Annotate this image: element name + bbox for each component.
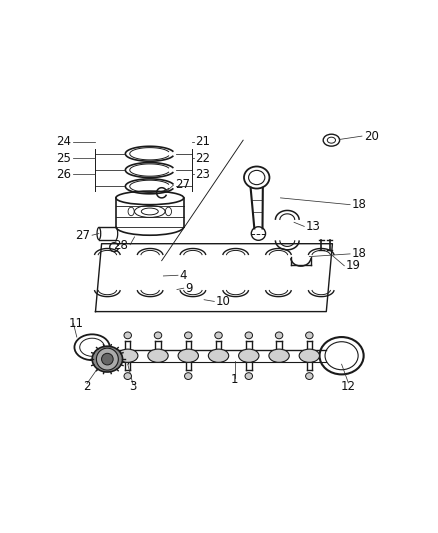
Ellipse shape bbox=[269, 349, 289, 362]
Ellipse shape bbox=[117, 349, 138, 362]
Text: 13: 13 bbox=[306, 220, 321, 233]
Ellipse shape bbox=[215, 332, 222, 339]
Text: 27: 27 bbox=[175, 179, 190, 191]
Text: 9: 9 bbox=[185, 281, 193, 295]
Text: 10: 10 bbox=[216, 295, 231, 308]
Ellipse shape bbox=[184, 332, 192, 339]
Text: 11: 11 bbox=[68, 317, 83, 330]
Text: 24: 24 bbox=[56, 135, 71, 148]
Ellipse shape bbox=[148, 349, 168, 362]
Text: 2: 2 bbox=[83, 380, 91, 393]
Ellipse shape bbox=[124, 332, 131, 339]
Ellipse shape bbox=[245, 332, 253, 339]
Text: 23: 23 bbox=[196, 168, 211, 181]
Ellipse shape bbox=[184, 373, 192, 379]
Text: 27: 27 bbox=[75, 229, 90, 242]
Text: 21: 21 bbox=[196, 135, 211, 148]
Ellipse shape bbox=[96, 348, 118, 370]
Text: 12: 12 bbox=[341, 380, 356, 393]
Ellipse shape bbox=[154, 332, 162, 339]
Text: 19: 19 bbox=[346, 259, 361, 272]
Text: 22: 22 bbox=[196, 152, 211, 165]
Text: 3: 3 bbox=[129, 380, 137, 393]
Ellipse shape bbox=[306, 373, 313, 379]
Text: 28: 28 bbox=[113, 239, 128, 252]
Text: 4: 4 bbox=[180, 269, 187, 282]
Text: 18: 18 bbox=[352, 198, 367, 211]
Ellipse shape bbox=[208, 349, 229, 362]
Text: 18: 18 bbox=[352, 247, 367, 261]
Ellipse shape bbox=[306, 332, 313, 339]
Text: 20: 20 bbox=[364, 130, 378, 143]
Ellipse shape bbox=[124, 373, 131, 379]
Ellipse shape bbox=[299, 349, 319, 362]
Text: 26: 26 bbox=[56, 168, 71, 181]
Ellipse shape bbox=[92, 346, 123, 372]
Ellipse shape bbox=[245, 373, 253, 379]
Ellipse shape bbox=[239, 349, 259, 362]
Text: 25: 25 bbox=[56, 152, 71, 165]
Ellipse shape bbox=[178, 349, 198, 362]
Ellipse shape bbox=[276, 332, 283, 339]
Text: 1: 1 bbox=[231, 373, 238, 386]
Ellipse shape bbox=[102, 353, 113, 365]
